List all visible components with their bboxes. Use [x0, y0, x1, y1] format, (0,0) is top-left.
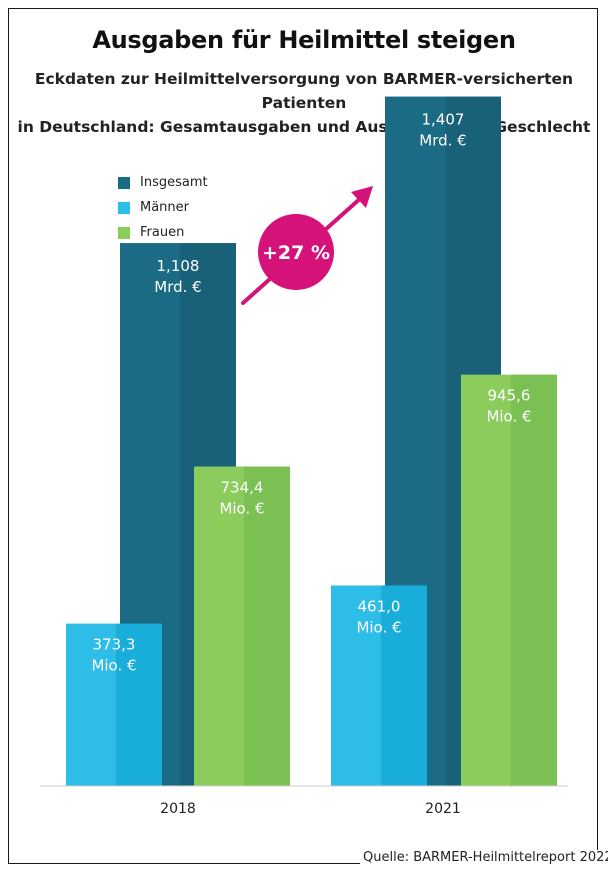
data-label-insgesamt-2021-line-2: Mrd. €: [419, 132, 466, 150]
data-label-frauen-2021-line-2: Mio. €: [486, 408, 531, 426]
data-label-maenner-2018-line-2: Mio. €: [91, 657, 136, 675]
legend-swatch-maenner: [118, 201, 130, 214]
data-label-maenner-2021-line-2: Mio. €: [356, 618, 401, 636]
data-label-maenner-2018-line-1: 373,3: [93, 636, 136, 654]
x-tick-label-2018: 2018: [160, 801, 196, 817]
legend-item-frauen: Frauen: [118, 220, 208, 245]
legend-item-maenner: Männer: [118, 195, 208, 220]
bar-frauen-2021-shade: [510, 374, 557, 786]
legend-label-insgesamt: Insgesamt: [140, 175, 208, 190]
legend: Insgesamt Männer Frauen: [118, 170, 208, 245]
bar-frauen-2018-shade: [243, 466, 290, 786]
subtitle-line-1: Eckdaten zur Heilmittelversorgung von BA…: [34, 70, 574, 112]
growth-badge-label: +27 %: [262, 242, 330, 264]
source-note: Quelle: BARMER-Heilmittelreport 2022: [360, 850, 608, 865]
data-label-frauen-2018-line-2: Mio. €: [219, 500, 264, 518]
bar-maenner-2018-shade: [115, 623, 162, 786]
bar-maenner-2021-shade: [380, 585, 427, 786]
data-label-insgesamt-2021-line-1: 1,407: [422, 111, 465, 129]
data-label-maenner-2021-line-1: 461,0: [358, 597, 401, 615]
legend-swatch-insgesamt: [118, 176, 130, 189]
x-tick-label-2021: 2021: [425, 801, 461, 817]
data-label-insgesamt-2018-line-1: 1,108: [157, 257, 200, 275]
data-label-frauen-2018-line-1: 734,4: [221, 479, 264, 497]
data-label-frauen-2021-line-1: 945,6: [488, 387, 531, 405]
data-label-insgesamt-2018-line-2: Mrd. €: [154, 278, 201, 296]
legend-label-maenner: Männer: [140, 200, 190, 215]
legend-item-insgesamt: Insgesamt: [118, 170, 208, 195]
legend-label-frauen: Frauen: [140, 225, 185, 240]
chart-title: Ausgaben für Heilmittel steigen: [92, 26, 516, 54]
growth-arrow-head: [351, 186, 373, 208]
growth-badge: [258, 214, 334, 290]
legend-swatch-frauen: [118, 226, 130, 239]
